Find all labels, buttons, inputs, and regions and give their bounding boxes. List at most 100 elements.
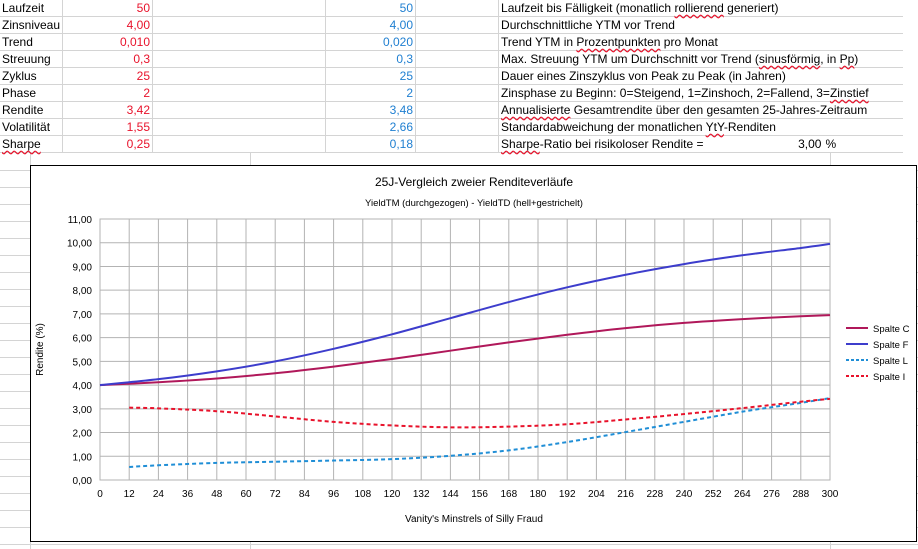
row-label-cell[interactable]: Zyklus [0, 67, 64, 85]
x-tick-label: 72 [270, 489, 282, 500]
empty-cell[interactable] [415, 33, 500, 51]
empty-cell[interactable] [415, 135, 500, 153]
empty-cell[interactable] [152, 50, 327, 68]
value-1-cell[interactable]: 1,55 [62, 118, 154, 136]
value-1-cell-text: 0,010 [120, 35, 151, 49]
description-cell[interactable]: Trend YTM in Prozentpunkten pro Monat [498, 33, 904, 51]
value-1-cell[interactable]: 25 [62, 67, 154, 85]
x-tick-label: 120 [384, 489, 401, 500]
description-text: sinusförmig [758, 52, 821, 66]
x-tick-label: 264 [734, 489, 751, 500]
value-2-cell[interactable]: 2,66 [325, 118, 417, 136]
empty-cell[interactable] [152, 33, 327, 51]
row-label-cell-text: Rendite [2, 103, 44, 117]
row-label-cell[interactable]: Volatilität [0, 118, 64, 136]
value-1-cell[interactable]: 2 [62, 84, 154, 102]
empty-cell[interactable] [415, 50, 500, 68]
empty-cell[interactable] [415, 101, 500, 119]
description-text: Durchschnittliche YTM vor Trend [501, 18, 675, 32]
x-tick-label: 96 [328, 489, 340, 500]
value-2-cell[interactable]: 4,00 [325, 16, 417, 34]
row-label-cell[interactable]: Phase [0, 84, 64, 102]
x-tick-label: 204 [588, 489, 605, 500]
x-tick-label: 108 [354, 489, 371, 500]
y-tick-label: 4,00 [73, 381, 93, 392]
legend-label: Spalte F [873, 340, 909, 351]
empty-cell[interactable] [152, 101, 327, 119]
description-text: pro Monat [660, 35, 718, 49]
description-text: Laufzeit bis Fälligkeit (monatlich [501, 1, 675, 15]
empty-cell[interactable] [152, 0, 327, 17]
y-tick-label: 8,00 [73, 286, 93, 297]
row-label-cell[interactable]: Streuung [0, 50, 64, 68]
x-axis-label: Vanity's Minstrels of Silly Fraud [405, 514, 543, 525]
y-tick-label: 5,00 [73, 357, 93, 368]
empty-cell[interactable] [152, 135, 327, 153]
empty-cell[interactable] [415, 84, 500, 102]
description-cell[interactable]: Annualisierte Gesamtrendite über den ges… [498, 101, 904, 119]
series-line-spalte-i[interactable] [129, 397, 831, 429]
description-cell[interactable]: Zinsphase zu Beginn: 0=Steigend, 1=Zinsh… [498, 84, 904, 102]
series-line-spalte-f[interactable] [99, 242, 831, 387]
value-1-cell[interactable]: 0,3 [62, 50, 154, 68]
description-text: ) [854, 52, 859, 66]
x-tick-label: 48 [211, 489, 223, 500]
description-text: Dauer eines Zinszyklus von Peak zu Peak … [501, 69, 786, 83]
value-1-cell[interactable]: 3,42 [62, 101, 154, 119]
chart-subtitle: YieldTM (durchgezogen) - YieldTD (hell+g… [365, 198, 583, 209]
value-2-cell-text: 4,00 [389, 18, 414, 32]
value-1-cell-text: 4,00 [126, 18, 151, 32]
y-tick-label: 6,00 [73, 334, 93, 345]
value-1-cell[interactable]: 0,25 [62, 135, 154, 153]
description-cell[interactable]: Durchschnittliche YTM vor Trend [498, 16, 904, 34]
empty-cell[interactable] [152, 84, 327, 102]
row-label-cell[interactable]: Trend [0, 33, 64, 51]
row-label-cell[interactable]: Sharpe [0, 135, 64, 153]
sheet-row: Laufzeit 50 50 Laufzeit bis Fälligkeit (mon… [0, 0, 904, 17]
row-label-cell[interactable]: Zinsniveau [0, 16, 64, 34]
value-2-cell[interactable]: 0,3 [325, 50, 417, 68]
description-cell[interactable]: Laufzeit bis Fälligkeit (monatlich rolli… [498, 0, 904, 17]
value-2-cell[interactable]: 50 [325, 0, 417, 17]
row-label-cell-text: Volatilität [2, 120, 51, 134]
sheet-row: Zinsniveau 4,00 4,00 Durchschnittliche YTM … [0, 16, 904, 34]
series-line-spalte-l[interactable] [129, 397, 831, 468]
row-label-cell-text: Zyklus [2, 69, 37, 83]
value-2-cell[interactable]: 0,18 [325, 135, 417, 153]
y-tick-label: 3,00 [73, 405, 93, 416]
description-text: rollierend [674, 1, 724, 15]
value-2-cell[interactable]: 3,48 [325, 101, 417, 119]
description-text: Pp [839, 52, 855, 66]
empty-cell[interactable] [152, 67, 327, 85]
description-cell[interactable]: Standardabweichung der monatlichen YtY-R… [498, 118, 904, 136]
empty-cell[interactable] [415, 16, 500, 34]
empty-cell[interactable] [152, 118, 327, 136]
sheet-row: Volatilität 1,55 2,66 Standardabweichung de… [0, 118, 904, 136]
description-text: Gesamtrendite über den gesamten 25-Jahre… [570, 103, 868, 117]
chart-svg: 25J-Vergleich zweier Renditeverläufe Yiel… [35, 175, 910, 525]
series-line-spalte-c[interactable] [99, 314, 831, 387]
description-text: -Ratio bei risikoloser Rendite = [539, 137, 704, 151]
value-1-cell[interactable]: 50 [62, 0, 154, 17]
description-cell[interactable]: Sharpe-Ratio bei risikoloser Rendite = 3,… [498, 135, 904, 153]
row-label-cell[interactable]: Laufzeit [0, 0, 64, 17]
x-tick-label: 0 [97, 489, 103, 500]
description-cell[interactable]: Dauer eines Zinszyklus von Peak zu Peak … [498, 67, 904, 85]
value-1-cell[interactable]: 0,010 [62, 33, 154, 51]
risk-free-rate-unit: % [825, 137, 837, 151]
value-2-cell[interactable]: 25 [325, 67, 417, 85]
empty-cell[interactable] [152, 16, 327, 34]
value-2-cell[interactable]: 0,020 [325, 33, 417, 51]
empty-cell[interactable] [415, 118, 500, 136]
y-tick-label: 9,00 [73, 262, 93, 273]
value-1-cell[interactable]: 4,00 [62, 16, 154, 34]
empty-cell[interactable] [415, 0, 500, 17]
value-2-cell[interactable]: 2 [325, 84, 417, 102]
yield-comparison-chart[interactable]: 25J-Vergleich zweier Renditeverläufe Yiel… [30, 165, 917, 542]
empty-cell[interactable] [415, 67, 500, 85]
sheet-row: Zyklus 25 25 Dauer eines Zinszyklus von Pea… [0, 67, 904, 85]
y-tick-label: 0,00 [73, 476, 93, 487]
description-cell[interactable]: Max. Streuung YTM um Durchschnitt vor Tr… [498, 50, 904, 68]
row-label-cell[interactable]: Rendite [0, 101, 64, 119]
row-label-cell-text: Sharpe [2, 137, 41, 151]
